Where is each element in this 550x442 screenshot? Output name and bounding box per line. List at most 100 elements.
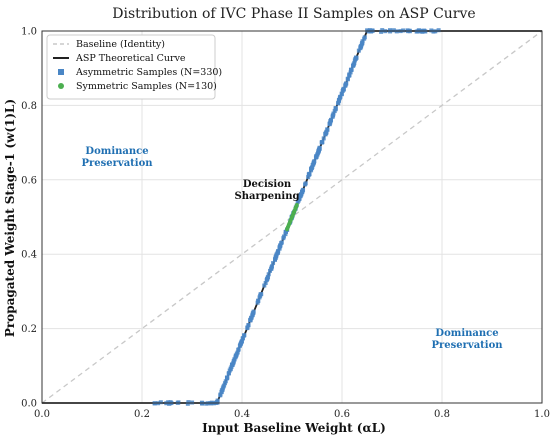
asymmetric-sample-point (281, 236, 286, 241)
asymmetric-sample-point (309, 166, 314, 171)
annotation-dominance-preservation: Dominance Preservation (431, 328, 503, 351)
annotation-line: Preservation (81, 158, 153, 169)
x-tick-label: 0.0 (34, 409, 50, 420)
asymmetric-sample-point (323, 131, 328, 136)
asymmetric-sample-point (236, 348, 241, 353)
asymmetric-sample-point (345, 76, 350, 81)
asymmetric-sample-point (356, 48, 361, 53)
asymmetric-sample-point (360, 39, 365, 44)
asymmetric-sample-point (380, 28, 385, 33)
asymmetric-sample-point (277, 246, 282, 251)
x-tick-label: 0.4 (234, 409, 250, 420)
asymmetric-sample-point (233, 354, 238, 359)
asymmetric-sample-point (328, 118, 333, 123)
asymmetric-sample-point (256, 298, 261, 303)
asymmetric-sample-point (218, 392, 223, 397)
asymmetric-sample-point (299, 192, 304, 197)
annotation-line: Preservation (431, 340, 503, 351)
baseline-identity-line (41, 30, 543, 404)
x-axis-label: Input Baseline Weight (αL) (202, 421, 386, 435)
legend-symmetric-swatch (58, 83, 64, 89)
asymmetric-sample-point (262, 283, 267, 288)
symmetric-sample-point (293, 206, 298, 210)
legend: Baseline (Identity) ASP Theoretical Curv… (46, 34, 222, 100)
y-axis-label: Propagated Weight Stage-1 (w(1)L) (3, 99, 17, 337)
asymmetric-sample-point (316, 148, 321, 153)
asymmetric-sample-point (222, 383, 227, 388)
asymmetric-sample-point (257, 295, 262, 300)
asymmetric-sample-point (341, 87, 346, 92)
annotation-decision-sharpening: Decision Sharpening (235, 179, 300, 202)
annotation-line: Dominance (435, 328, 498, 339)
asymmetric-sample-point (353, 55, 358, 60)
asymmetric-sample-point (431, 29, 436, 34)
asymmetric-sample-point (250, 311, 255, 316)
asymmetric-sample-point (401, 28, 406, 33)
asymmetric-sample-point (405, 28, 410, 33)
asymmetric-sample-point (266, 272, 271, 277)
asymmetric-sample-point (242, 333, 247, 338)
asymmetric-sample-point (362, 36, 367, 41)
y-tick-label: 1.0 (21, 27, 37, 38)
asymmetric-sample-point (283, 232, 288, 237)
asymmetric-sample-point (246, 323, 251, 328)
asymmetric-sample-point (278, 244, 283, 249)
asymmetric-sample-point (225, 375, 230, 380)
asymmetric-sample-point (265, 277, 270, 282)
asymmetric-sample-point (238, 341, 243, 346)
legend-asymmetric-label: Asymmetric Samples (N=330) (75, 67, 222, 78)
asymmetric-sample-point (319, 140, 324, 145)
asymmetric-sample-point (234, 351, 239, 356)
baseline-series (41, 30, 543, 404)
x-tick-label: 1.0 (534, 409, 550, 420)
asymmetric-sample-point (314, 154, 319, 159)
asymmetric-sample-point (351, 62, 356, 67)
asymmetric-sample-point (367, 28, 372, 33)
x-tick-label: 0.6 (334, 409, 350, 420)
asymmetric-sample-point (269, 264, 274, 269)
symmetric-sample-point (290, 215, 294, 219)
legend-baseline-label: Baseline (Identity) (76, 39, 165, 50)
annotation-dominance-preservation: Dominance Preservation (81, 146, 153, 169)
asymmetric-sample-point (331, 113, 336, 118)
legend-asp-label: ASP Theoretical Curve (75, 53, 186, 64)
grid (41, 30, 543, 404)
asymmetric-sample-point (303, 181, 308, 186)
asymmetric-sample-point (297, 196, 302, 201)
asymmetric-sample-point (279, 240, 284, 245)
asymmetric-sample-point (295, 200, 300, 205)
asymmetric-sample-point (306, 175, 311, 180)
plot-frame (41, 30, 543, 404)
y-tick-label: 0.4 (21, 250, 37, 261)
asymmetric-sample-point (158, 400, 163, 405)
asymmetric-sample-point (215, 399, 220, 404)
y-tick-label: 0.2 (21, 324, 37, 335)
asymmetric-sample-point (300, 188, 305, 193)
axes (41, 30, 543, 404)
asymmetric-sample-point (338, 94, 343, 99)
x-tick-label: 0.2 (134, 409, 150, 420)
asymmetric-sample-point (358, 45, 363, 50)
asymmetric-sample-point (429, 28, 434, 33)
asymmetric-sample-point (245, 325, 250, 330)
asymmetric-sample-point (310, 163, 315, 168)
symmetric-sample-point (287, 221, 292, 226)
x-tick-label: 0.8 (434, 409, 450, 420)
symmetric-sample-point (292, 209, 297, 213)
asymmetric-sample-point (391, 28, 396, 33)
asymmetric-sample-point (271, 261, 276, 266)
asymmetric-sample-point (272, 257, 277, 262)
asymmetric-sample-point (339, 91, 344, 96)
annotation-line: Decision (243, 179, 292, 190)
asymmetric-sample-point (344, 81, 349, 86)
asymmetric-sample-point (312, 159, 317, 164)
chart-title: Distribution of IVC Phase II Samples on … (112, 6, 475, 22)
asymmetric-sample-point (269, 266, 274, 271)
asymmetric-sample-point (365, 28, 370, 33)
asymmetric-sample-point (268, 268, 273, 273)
asymmetric-sample-point (223, 379, 228, 384)
asymmetric-sample-point (327, 122, 332, 127)
asymmetric-sample-point (416, 28, 421, 33)
